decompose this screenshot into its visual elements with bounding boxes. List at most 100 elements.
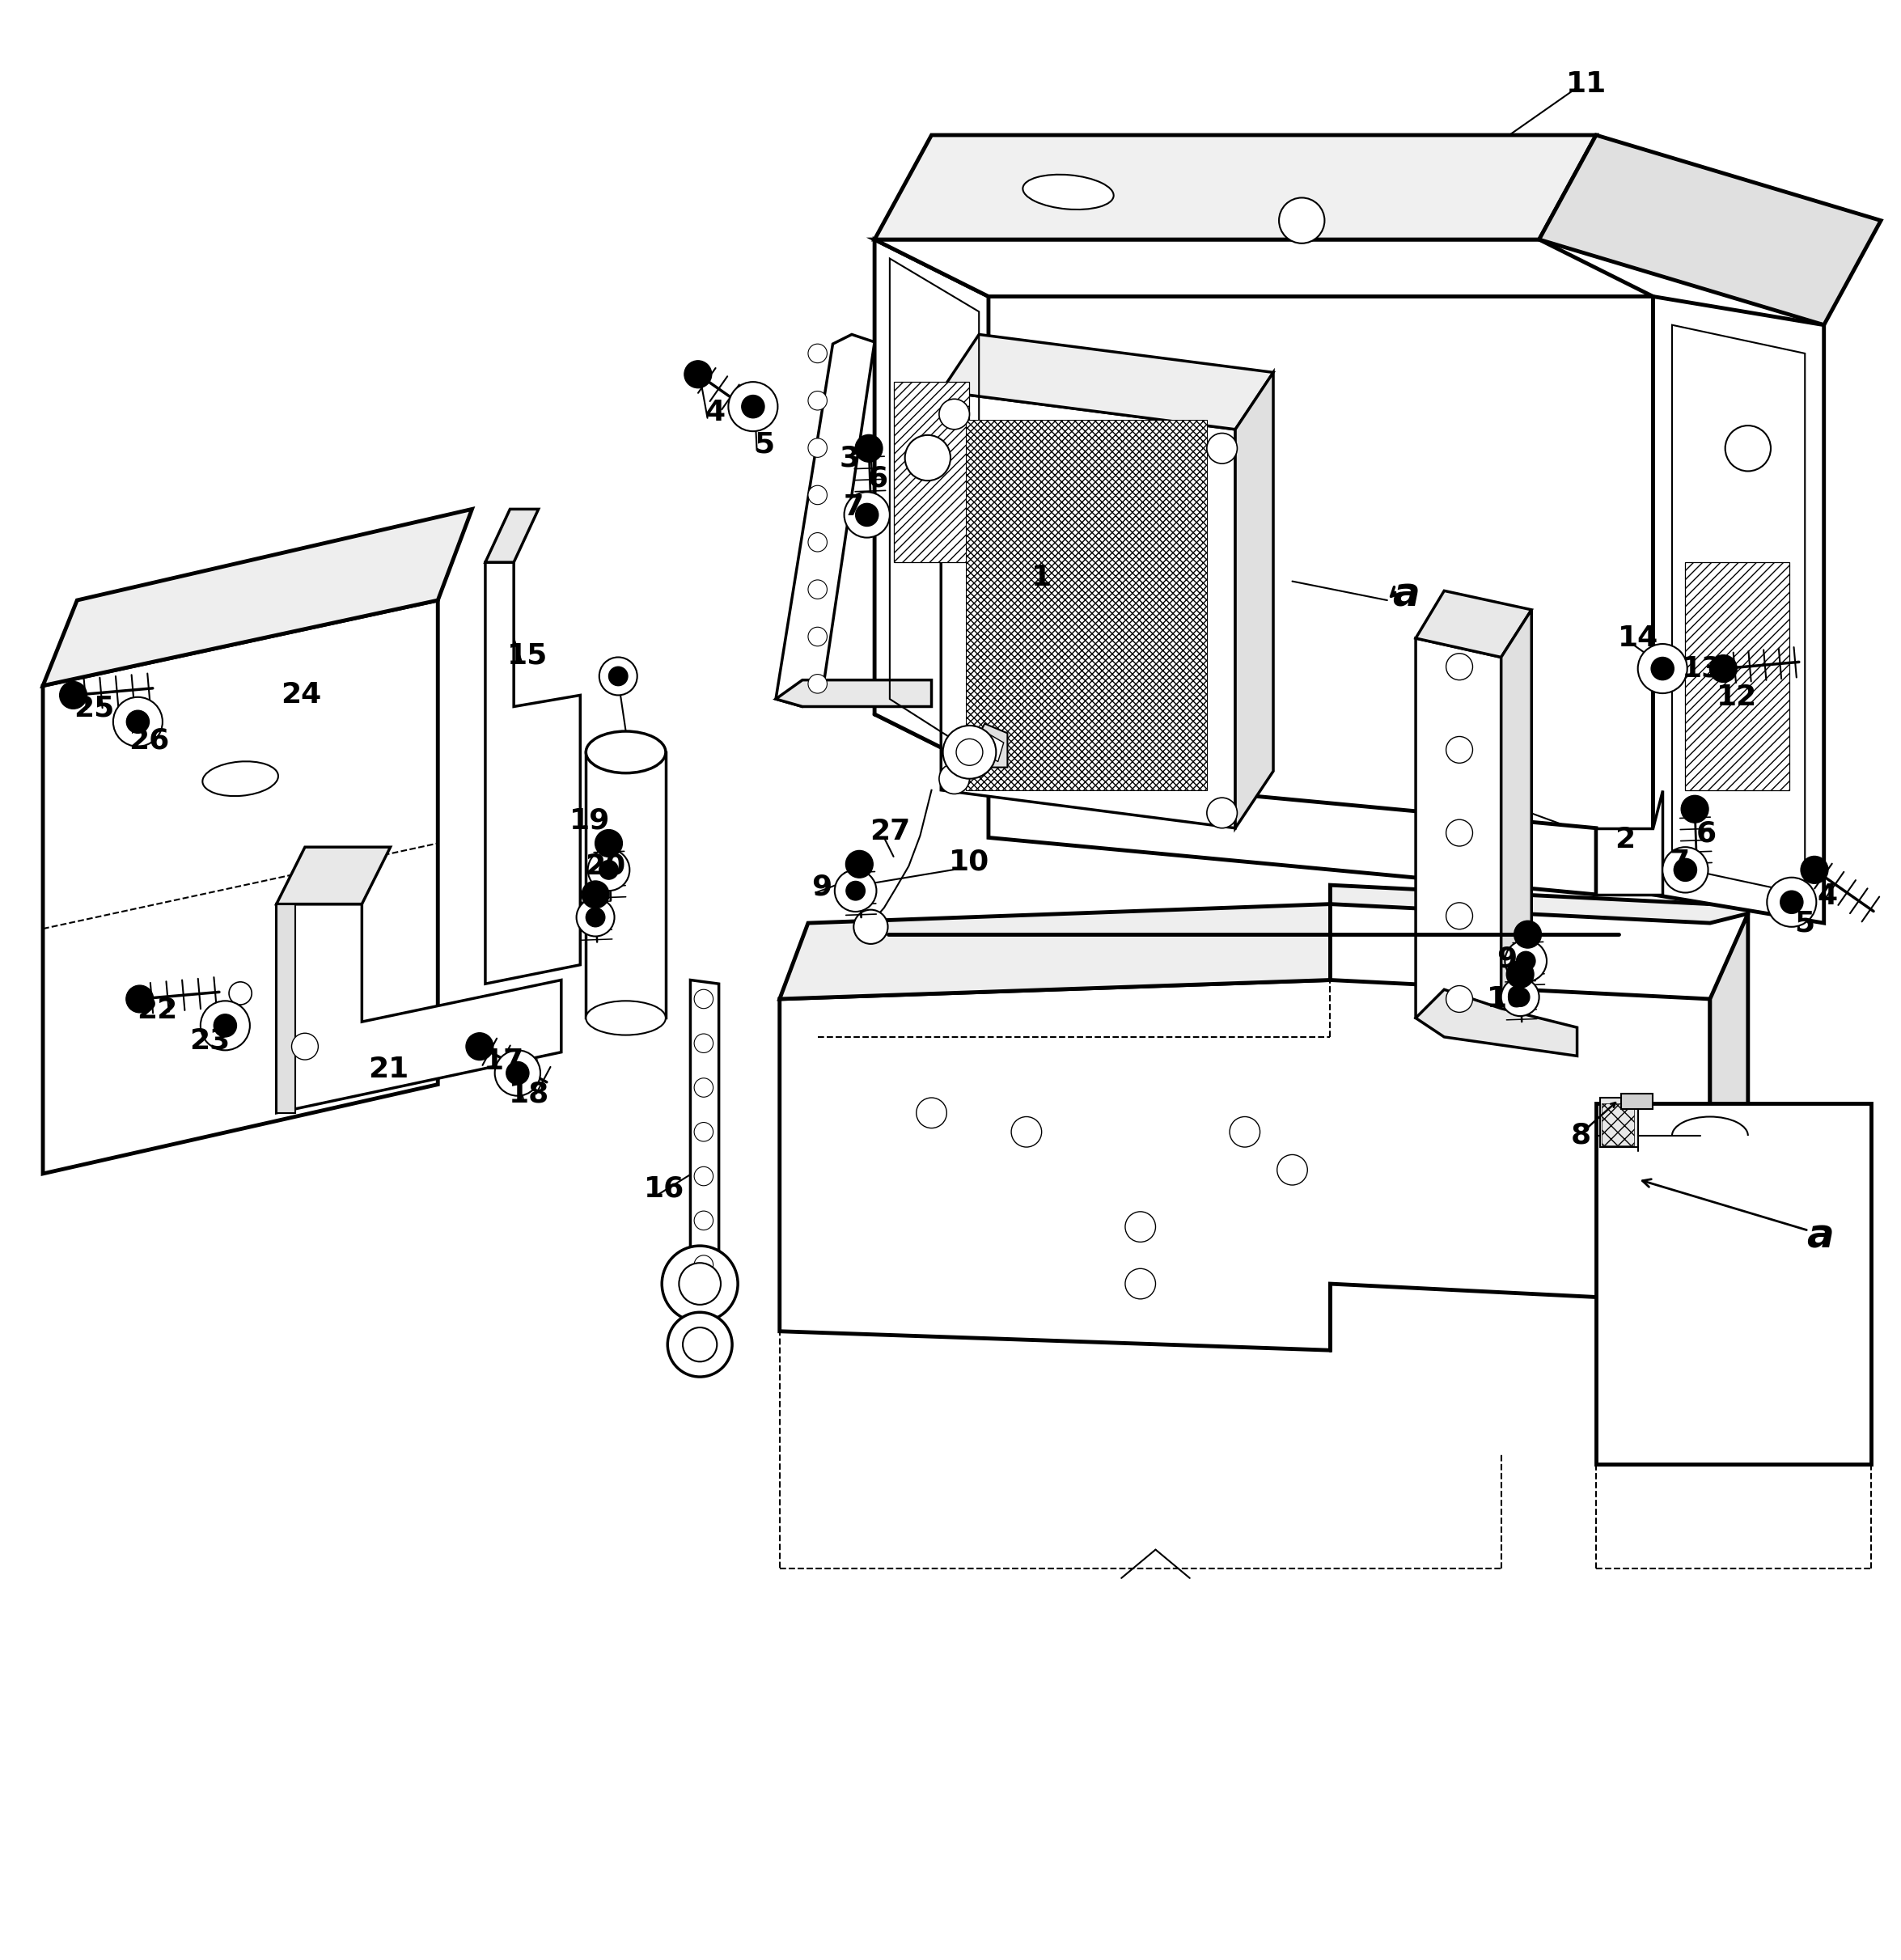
Polygon shape: [276, 904, 295, 1113]
Circle shape: [291, 1033, 317, 1060]
Ellipse shape: [1023, 174, 1114, 210]
Circle shape: [939, 764, 970, 794]
Polygon shape: [975, 729, 1004, 762]
Circle shape: [1277, 1154, 1308, 1186]
Text: 9: 9: [812, 874, 831, 902]
Circle shape: [1639, 645, 1688, 694]
Circle shape: [667, 1313, 732, 1376]
Bar: [1686, 563, 1789, 790]
Text: 17: 17: [485, 1049, 525, 1076]
Circle shape: [694, 1211, 713, 1231]
Text: 12: 12: [1717, 684, 1757, 711]
Circle shape: [506, 1062, 528, 1084]
Circle shape: [808, 627, 827, 647]
Circle shape: [1513, 921, 1542, 949]
Circle shape: [682, 1327, 717, 1362]
Polygon shape: [690, 980, 719, 1294]
Text: 5: 5: [1795, 909, 1815, 937]
Circle shape: [1447, 986, 1473, 1011]
Circle shape: [127, 710, 148, 733]
Polygon shape: [776, 680, 931, 708]
Circle shape: [125, 986, 154, 1013]
Text: a: a: [1806, 1217, 1834, 1256]
Circle shape: [466, 1033, 492, 1060]
Circle shape: [1766, 878, 1815, 927]
Text: 18: 18: [509, 1080, 549, 1107]
Text: 14: 14: [1618, 625, 1658, 653]
Polygon shape: [1711, 913, 1749, 1303]
Circle shape: [114, 698, 162, 747]
Circle shape: [956, 739, 983, 766]
Polygon shape: [1597, 1103, 1871, 1464]
Circle shape: [599, 657, 637, 696]
Text: 24: 24: [281, 682, 321, 710]
Polygon shape: [779, 904, 1331, 1000]
Text: 27: 27: [869, 817, 911, 845]
Polygon shape: [776, 335, 874, 708]
Circle shape: [1652, 657, 1675, 680]
Text: 1: 1: [1032, 564, 1051, 592]
Polygon shape: [941, 335, 1274, 429]
Circle shape: [1125, 1211, 1156, 1243]
Text: 2: 2: [1614, 825, 1635, 853]
Circle shape: [576, 898, 614, 937]
Polygon shape: [989, 770, 1597, 894]
Circle shape: [808, 674, 827, 694]
Polygon shape: [485, 563, 580, 984]
Ellipse shape: [203, 760, 278, 796]
Polygon shape: [1597, 790, 1663, 894]
Circle shape: [808, 580, 827, 600]
Polygon shape: [1236, 372, 1274, 829]
Circle shape: [808, 533, 827, 551]
Circle shape: [1680, 796, 1709, 823]
Polygon shape: [44, 510, 471, 686]
Circle shape: [599, 860, 618, 880]
Polygon shape: [941, 392, 1236, 829]
Text: 22: 22: [137, 996, 177, 1025]
Circle shape: [694, 1166, 713, 1186]
Circle shape: [1675, 858, 1698, 882]
Text: 20: 20: [586, 853, 625, 880]
Text: 4: 4: [1817, 882, 1838, 909]
Circle shape: [808, 343, 827, 363]
Polygon shape: [1502, 610, 1532, 1037]
Text: 26: 26: [129, 727, 169, 755]
Circle shape: [59, 682, 87, 710]
Circle shape: [213, 1013, 236, 1037]
Text: 5: 5: [755, 431, 774, 459]
Polygon shape: [1654, 296, 1823, 923]
Circle shape: [694, 1254, 713, 1274]
Circle shape: [586, 907, 605, 927]
Polygon shape: [1416, 990, 1578, 1056]
Circle shape: [582, 880, 608, 907]
Circle shape: [694, 990, 713, 1009]
Circle shape: [1447, 819, 1473, 847]
Text: 23: 23: [190, 1027, 230, 1054]
Polygon shape: [485, 510, 538, 563]
Polygon shape: [276, 904, 561, 1113]
Circle shape: [1502, 978, 1540, 1015]
Circle shape: [595, 829, 622, 857]
Circle shape: [1230, 1117, 1260, 1147]
Circle shape: [608, 666, 627, 686]
Circle shape: [854, 909, 888, 945]
Circle shape: [728, 382, 778, 431]
Circle shape: [1207, 433, 1238, 465]
Circle shape: [494, 1051, 540, 1096]
Polygon shape: [44, 600, 437, 1174]
Circle shape: [587, 849, 629, 890]
Circle shape: [846, 882, 865, 900]
Polygon shape: [1331, 886, 1749, 923]
Circle shape: [684, 361, 711, 388]
Circle shape: [1726, 425, 1770, 470]
Circle shape: [855, 435, 882, 463]
Polygon shape: [779, 980, 1711, 1350]
Circle shape: [808, 392, 827, 410]
Text: 9: 9: [1496, 945, 1517, 972]
Circle shape: [943, 725, 996, 778]
Circle shape: [1207, 798, 1238, 829]
Text: 6: 6: [869, 465, 888, 492]
Circle shape: [1517, 951, 1536, 970]
Circle shape: [1663, 847, 1709, 892]
Circle shape: [694, 1123, 713, 1141]
